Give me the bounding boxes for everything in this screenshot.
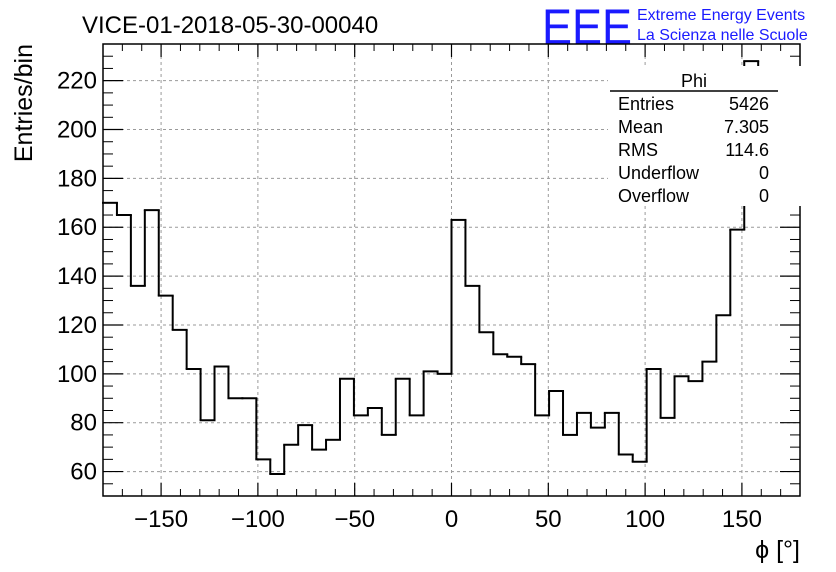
y-axis-label: Entries/bin (10, 44, 38, 162)
stats-value: 0 (759, 163, 769, 183)
x-tick-label: −50 (334, 506, 375, 533)
x-tick-label: 50 (535, 506, 562, 533)
stats-value: 114.6 (725, 140, 769, 160)
stats-label: RMS (618, 140, 658, 160)
x-tick-label: 100 (625, 506, 665, 533)
stats-box-name: Phi (681, 71, 707, 91)
logo-tagline-1: Extreme Energy Events (637, 7, 805, 24)
stats-label: Mean (618, 117, 663, 137)
stats-value: 7.305 (724, 117, 769, 137)
x-tick-label: −100 (231, 506, 285, 533)
stats-label: Entries (618, 94, 674, 114)
y-tick-label: 200 (57, 117, 97, 144)
x-tick-label: 150 (722, 506, 762, 533)
y-tick-label: 140 (57, 263, 97, 290)
chart-title: VICE-01-2018-05-30-00040 (82, 12, 378, 39)
y-tick-label: 80 (70, 410, 97, 437)
y-tick-label: 180 (57, 165, 97, 192)
y-tick-label: 160 (57, 214, 97, 241)
y-tick-label: 100 (57, 361, 97, 388)
y-tick-label: 220 (57, 68, 97, 95)
tick-labels: −150 −100 −50 0 50 100 150 60 80 100 120 140 160 180 2… (57, 68, 762, 533)
x-axis-label: ϕ [°] (755, 536, 800, 564)
logo-tagline-2: La Scienza nelle Scuole (637, 27, 808, 44)
stats-label: Overflow (618, 186, 690, 206)
stats-value: 0 (759, 186, 769, 206)
x-tick-label: 0 (445, 506, 458, 533)
x-tick-label: −150 (134, 506, 188, 533)
stats-box: Phi Entries 5426 Mean 7.305 RMS 114.6 Underflo… (608, 66, 806, 206)
y-tick-label: 60 (70, 459, 97, 486)
y-tick-label: 120 (57, 312, 97, 339)
stats-label: Underflow (618, 163, 700, 183)
stats-value: 5426 (729, 94, 769, 114)
